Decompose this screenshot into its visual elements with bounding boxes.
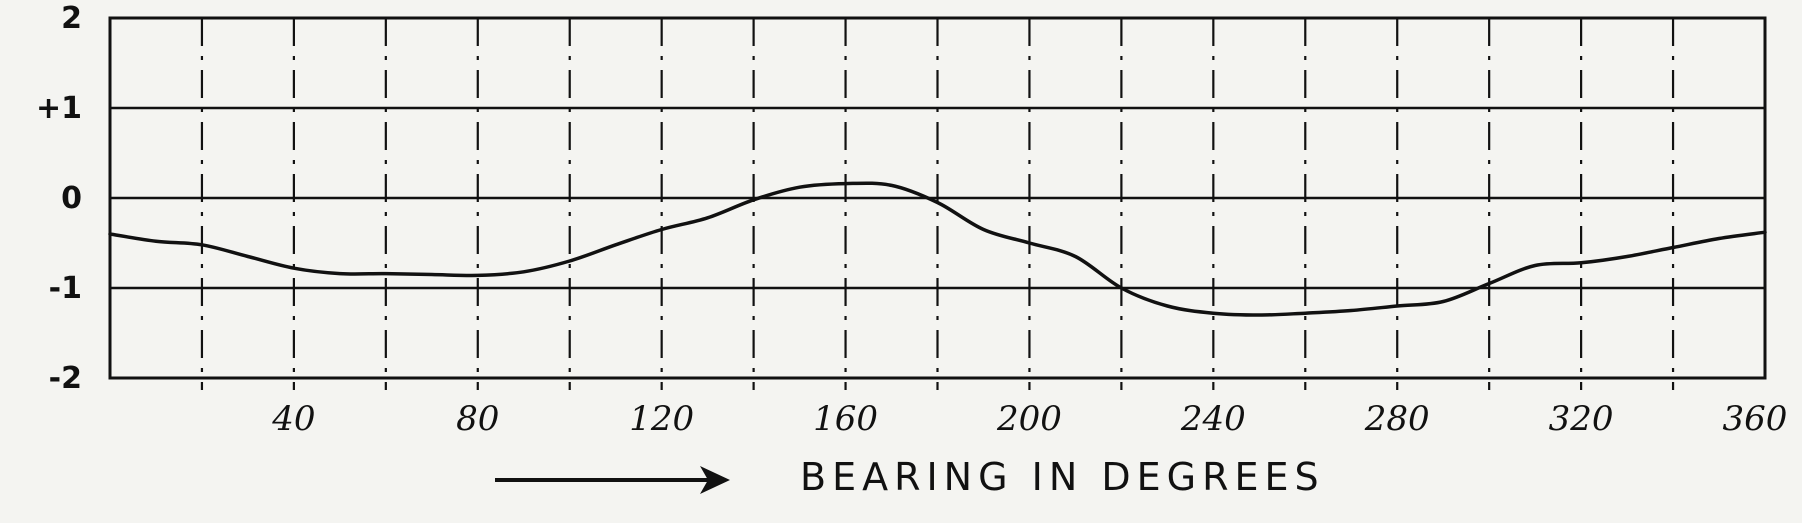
y-tick-label: +1 — [36, 91, 82, 126]
x-tick-label: 240 — [1180, 399, 1246, 439]
x-tick-label: 120 — [629, 399, 694, 439]
x-tick-labels: 40 80 120 160 200 240 280 320 360 — [271, 399, 1787, 439]
plot-frame — [108, 16, 1767, 380]
x-tick-label: 360 — [1723, 399, 1788, 439]
y-tick-labels: 2 +1 0 -1 -2 — [36, 1, 82, 396]
x-axis-label: BEARING IN DEGREES — [800, 455, 1325, 499]
y-tick-label: -1 — [49, 271, 82, 306]
series-line — [108, 181, 1767, 317]
x-tick-label: 280 — [1364, 399, 1430, 439]
x-tick-label: 200 — [996, 399, 1062, 439]
x-tick-label: 160 — [813, 399, 878, 439]
x-tick-label: 80 — [456, 399, 499, 439]
y-tick-label: -2 — [49, 361, 82, 396]
x-tick-label: 40 — [271, 399, 315, 439]
y-tick-label: 2 — [61, 1, 82, 36]
y-tick-label: 0 — [61, 181, 82, 216]
axis-arrow-icon — [495, 466, 730, 494]
x-tick-label: 320 — [1549, 399, 1614, 439]
